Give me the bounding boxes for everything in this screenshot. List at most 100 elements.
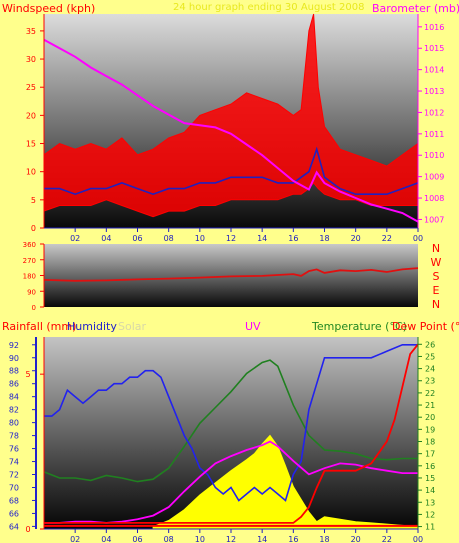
wind-x-tick-label: 00	[413, 234, 423, 243]
chart-title: 24 hour graph ending 30 August 2008	[173, 2, 364, 13]
wind-x-tick-label: 22	[382, 234, 392, 243]
wind-x-tick-label: 20	[351, 234, 361, 243]
direction-y-tick-label: 360	[23, 241, 36, 249]
weather-x-tick-label: 18	[319, 535, 329, 543]
humidity-y-tick-label: 66	[9, 509, 19, 518]
compass-letter-w: W	[431, 256, 442, 269]
humidity-y-tick-label: 70	[9, 483, 19, 492]
weather-x-tick-label: 10	[195, 535, 205, 543]
baro-y-tick-label: 1010	[424, 151, 444, 160]
weather-x-tick-label: 06	[132, 535, 142, 543]
humidity-y-tick-label: 74	[9, 458, 19, 467]
direction-y-tick-label: 0	[32, 304, 36, 312]
rain-y-tick-label: 0	[25, 525, 30, 534]
wind-x-tick-label: 04	[101, 234, 111, 243]
temperature-y-tick-label: 11	[425, 523, 435, 532]
baro-y-tick-label: 1013	[424, 87, 444, 96]
solar-legend-label: Solar	[118, 320, 147, 333]
humidity-y-tick-label: 68	[9, 496, 19, 505]
direction-y-tick-label: 90	[27, 288, 36, 296]
weather-x-tick-label: 02	[70, 535, 80, 543]
compass-letter-n: N	[432, 242, 440, 255]
temperature-y-tick-label: 14	[425, 486, 435, 495]
temperature-y-tick-label: 20	[425, 413, 435, 422]
weather-x-tick-label: 00	[413, 535, 423, 543]
humidity-line	[44, 343, 418, 502]
baro-y-tick-label: 1009	[424, 173, 444, 182]
wind-x-tick-label: 18	[319, 234, 329, 243]
wind-x-tick-label: 08	[164, 234, 174, 243]
humidity-y-tick-label: 90	[9, 354, 19, 363]
humidity-y-tick-label: 78	[9, 432, 19, 441]
temperature-y-tick-label: 12	[425, 510, 435, 519]
compass-letter-s: S	[433, 270, 440, 283]
windspeed-axis-label: Windspeed (kph)	[2, 2, 95, 15]
weather-x-tick-label: 16	[288, 535, 298, 543]
wind-y-tick-label: 20	[26, 111, 36, 120]
direction-y-tick-label: 270	[23, 257, 36, 265]
solar-area	[152, 434, 419, 530]
weather-x-tick-label: 08	[164, 535, 174, 543]
weather-x-tick-label: 14	[257, 535, 267, 543]
baro-y-tick-label: 1016	[424, 23, 444, 32]
wind-y-tick-label: 30	[26, 55, 36, 64]
temperature-y-tick-label: 18	[425, 438, 435, 447]
wind-y-tick-label: 15	[26, 140, 36, 149]
baro-y-tick-label: 1014	[424, 66, 444, 75]
humidity-y-tick-label: 64	[9, 522, 19, 531]
wind-x-tick-label: 14	[257, 234, 267, 243]
wind-y-tick-label: 0	[31, 224, 36, 233]
temperature-y-tick-label: 21	[425, 401, 435, 410]
wind-x-tick-label: 02	[70, 234, 80, 243]
temperature-y-tick-label: 13	[425, 498, 435, 507]
weather-x-tick-label: 12	[226, 535, 236, 543]
weather-x-tick-label: 20	[351, 535, 361, 543]
compass-letter-n: N	[432, 298, 440, 311]
baro-y-tick-label: 1008	[424, 194, 444, 203]
temperature-y-tick-label: 23	[425, 377, 435, 386]
baro-y-tick-label: 1011	[424, 130, 444, 139]
baro-y-tick-label: 1012	[424, 108, 444, 117]
temperature-y-tick-label: 17	[425, 450, 435, 459]
temperature-y-tick-label: 15	[425, 474, 435, 483]
dewpoint-axis-label: Dew Point (°C)	[392, 320, 459, 333]
humidity-y-tick-label: 72	[9, 471, 19, 480]
temperature-y-tick-label: 22	[425, 389, 435, 398]
temperature-y-tick-label: 16	[425, 462, 435, 471]
rain-y-tick-label: 5	[25, 370, 30, 379]
humidity-y-tick-label: 82	[9, 406, 19, 415]
humidity-y-tick-label: 88	[9, 367, 19, 376]
dewpoint-line	[44, 343, 419, 524]
barometer-axis-label: Barometer (mb)	[372, 2, 459, 15]
wind-y-tick-label: 10	[26, 168, 36, 177]
wind-x-tick-label: 12	[226, 234, 236, 243]
wind-average-line	[44, 146, 419, 196]
wind-x-tick-label: 06	[132, 234, 142, 243]
wind-x-tick-label: 16	[288, 234, 298, 243]
wind-y-tick-label: 25	[26, 83, 36, 92]
baro-y-tick-label: 1015	[424, 44, 444, 53]
baro-y-tick-label: 1007	[424, 215, 444, 224]
humidity-y-tick-label: 86	[9, 380, 19, 389]
humidity-y-tick-label: 80	[9, 419, 19, 428]
barometer-line	[43, 38, 419, 223]
compass-letter-e: E	[433, 284, 440, 297]
temperature-y-tick-label: 24	[425, 365, 435, 374]
temperature-y-tick-label: 25	[425, 352, 435, 361]
temperature-line	[43, 359, 418, 483]
weather-x-tick-label: 04	[101, 535, 111, 543]
wind-y-tick-label: 5	[31, 196, 36, 205]
weather-x-tick-label: 22	[382, 535, 392, 543]
temperature-y-tick-label: 19	[425, 425, 435, 434]
humidity-y-tick-label: 92	[9, 341, 19, 350]
temperature-axis-label: Temperature (°C)	[311, 320, 407, 333]
rainfall-axis-label: Rainfall (mm)	[2, 320, 76, 333]
humidity-y-tick-label: 84	[9, 393, 19, 402]
uv-legend-label: UV	[245, 320, 261, 333]
humidity-axis-label: Humidity	[67, 320, 117, 333]
direction-y-tick-label: 180	[23, 273, 36, 281]
wind-y-tick-label: 35	[26, 27, 36, 36]
wind-direction-line	[43, 267, 419, 282]
humidity-y-tick-label: 76	[9, 445, 19, 454]
